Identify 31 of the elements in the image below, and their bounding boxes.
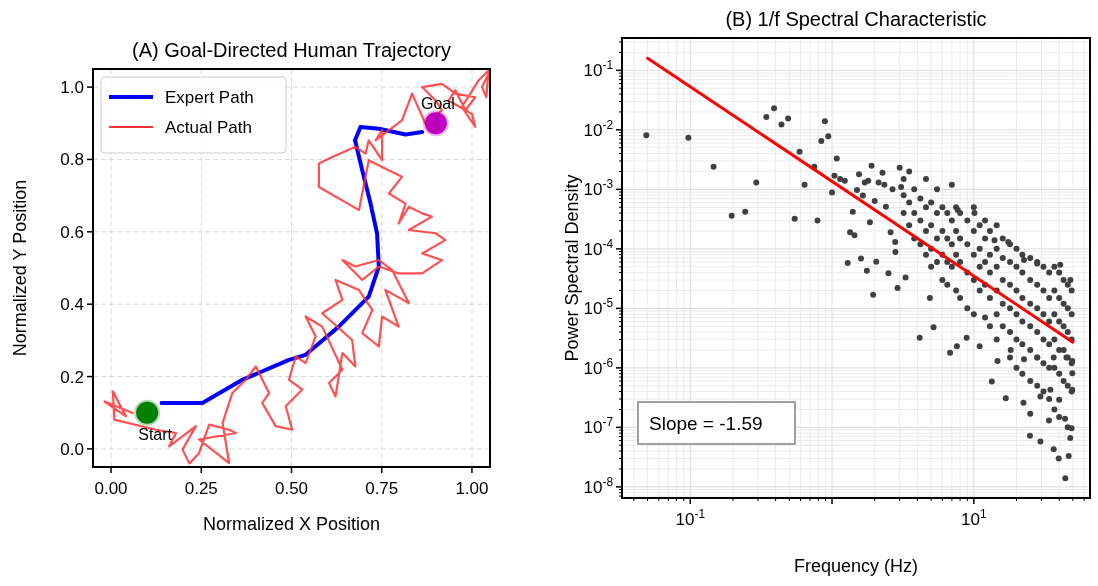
y-tick-label: 0.6 — [60, 222, 84, 242]
legend-label: Expert Path — [165, 88, 254, 107]
x-tick-label: 0.25 — [184, 479, 218, 498]
y-tick-label: 10$^{-2}$ — [583, 117, 614, 140]
y-tick-label: 10$^{-4}$ — [583, 236, 614, 259]
x-axis-title: Frequency (Hz) — [793, 556, 919, 576]
annotation: Slope = -1.59 — [649, 413, 763, 434]
y-tick-label: 1.0 — [60, 78, 84, 98]
chart-title: (A) Goal-Directed Human Trajectory — [132, 39, 451, 61]
y-axis-title: Power Spectral Density — [562, 174, 582, 362]
y-tick-label: 0.0 — [60, 439, 84, 459]
x-tick-label: 0.00 — [94, 479, 128, 498]
legend-label: Actual Path — [165, 118, 252, 137]
line-series — [103, 69, 490, 465]
x-axis-title: Normalized X Position — [202, 514, 381, 534]
y-tick-label: 10$^{-3}$ — [583, 177, 614, 200]
x-tick-label: 1.00 — [455, 479, 489, 498]
y-tick-label: 0.4 — [60, 295, 84, 315]
y-tick-label: 10$^{-6}$ — [583, 355, 614, 378]
y-axis-title: Normalized Y Position — [10, 179, 30, 357]
x-tick-label: 10$^{1}$ — [961, 507, 987, 529]
x-tick-label: 0.50 — [274, 479, 309, 498]
y-tick-label: 0.2 — [60, 367, 84, 387]
x-tick-label: 0.75 — [365, 479, 399, 498]
y-tick-label: 10$^{-1}$ — [583, 58, 614, 81]
y-tick-label: 10$^{-7}$ — [583, 415, 614, 438]
y-tick-label: 10$^{-5}$ — [583, 296, 614, 319]
annotation: Start — [138, 425, 173, 443]
y-tick-label: 10$^{-8}$ — [583, 474, 614, 497]
y-tick-label: 0.8 — [60, 150, 84, 170]
chart-title: (B) 1/f Spectral Characteristic — [725, 8, 987, 30]
